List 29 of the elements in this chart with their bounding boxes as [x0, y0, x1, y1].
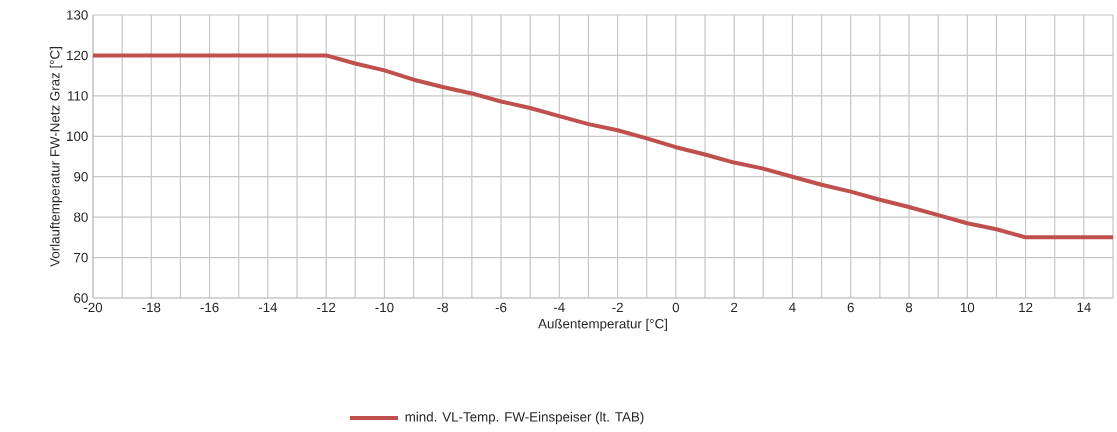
y-tick-label: 70: [74, 252, 88, 263]
x-tick-label: 14: [1077, 302, 1091, 312]
x-tick-label: 8: [905, 302, 913, 313]
x-axis-title: Außentemperatur [°C]: [538, 318, 667, 332]
y-tick-label: 90: [74, 172, 88, 182]
y-tick-label: 110: [68, 91, 88, 101]
x-tick-label: -20: [83, 302, 103, 313]
legend-label: mind. VL-Temp. FW-Einspeiser (lt. TAB): [405, 411, 644, 425]
y-tick-label: 120: [67, 50, 88, 61]
x-tick-label: -14: [258, 302, 278, 312]
x-tick-label: -12: [317, 302, 336, 313]
y-tick-label: 130: [67, 10, 88, 20]
x-tick-label: -4: [553, 302, 565, 312]
x-tick-label: 10: [960, 302, 975, 313]
x-tick-label: -6: [495, 302, 507, 313]
x-tick-label: -2: [612, 302, 623, 313]
x-tick-label: -16: [200, 302, 219, 313]
y-tick-label: 60: [74, 293, 88, 303]
x-tick-label: -8: [437, 302, 449, 313]
x-tick-label: 0: [672, 302, 680, 313]
y-tick-label: 80: [74, 212, 88, 222]
x-tick-label: 6: [847, 302, 854, 313]
x-tick-label: -10: [375, 302, 394, 313]
y-axis-title: Vorlauftemperatur FW-Netz Graz [°C]: [49, 47, 63, 267]
y-tick-label: 100: [67, 131, 88, 141]
x-tick-label: -18: [142, 302, 161, 313]
x-tick-label: 4: [789, 302, 796, 312]
x-tick-label: 2: [731, 302, 738, 313]
x-tick-label: 12: [1019, 302, 1033, 313]
